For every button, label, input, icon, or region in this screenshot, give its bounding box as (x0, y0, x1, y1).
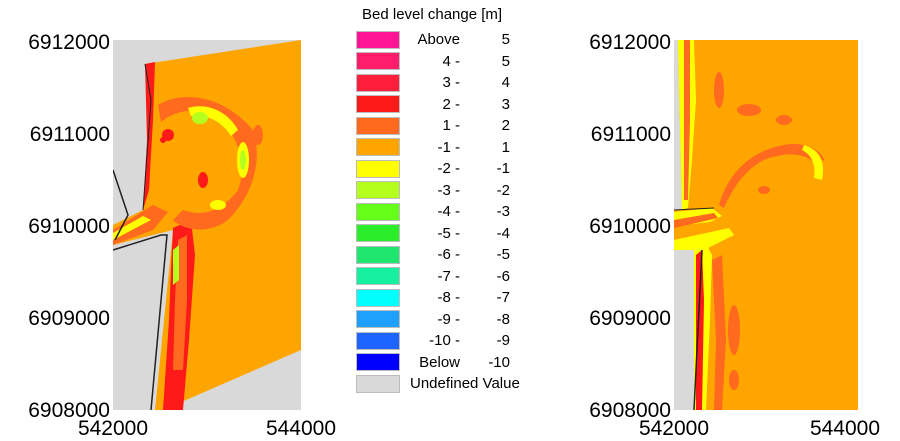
legend-range-low: 4 - (442, 52, 460, 70)
legend-range-low: -4 - (437, 203, 461, 221)
legend-swatch (356, 310, 400, 329)
legend-range-low: 1 - (442, 117, 460, 135)
legend-swatch (356, 288, 400, 307)
legend-row: 1 - 2 (356, 115, 566, 137)
legend-row: -1 - 1 (356, 137, 566, 159)
legend-swatch (356, 224, 400, 243)
legend-swatch (356, 73, 400, 92)
legend-row-undefined: Undefined Value (356, 373, 566, 395)
legend-range-high: 4 (501, 74, 510, 92)
left-y-tick: 6909000 (28, 307, 110, 330)
legend-range-high: 3 (501, 95, 510, 113)
legend-range-low: 2 - (442, 95, 460, 113)
legend-swatch (356, 138, 400, 157)
left-map-panel (113, 40, 301, 410)
legend-row: 3 - 4 (356, 72, 566, 94)
legend-row: -6 - -5 (356, 244, 566, 266)
right-x-tick: 542000 (638, 417, 710, 440)
legend-range-high: -10 (488, 353, 510, 371)
legend-swatch (356, 353, 400, 372)
left-y-tick: 6910000 (28, 215, 110, 238)
legend-row: -3 - -2 (356, 180, 566, 202)
legend-range-low: -6 - (437, 246, 461, 264)
legend-range-low: -3 - (437, 181, 461, 199)
legend-range-low: 3 - (442, 74, 460, 92)
legend-range-high: -5 (496, 246, 510, 264)
legend-range-low: Above (417, 31, 460, 49)
legend-range-low: -10 - (429, 332, 460, 350)
legend-range-low: -1 - (437, 138, 461, 156)
legend-range-low: -5 - (437, 224, 461, 242)
legend-range-low: -7 - (437, 267, 461, 285)
right-y-tick: 6908000 (589, 399, 671, 422)
legend-range-low: -2 - (437, 160, 461, 178)
legend-range-low: -9 - (437, 310, 461, 328)
left-y-tick: 6908000 (28, 399, 110, 422)
legend-range-high: -6 (496, 267, 510, 285)
legend-swatch (356, 245, 400, 264)
legend-range-high: 5 (501, 31, 510, 49)
right-map-plot (674, 40, 858, 410)
legend-row: 4 - 5 (356, 51, 566, 73)
right-map-panel (674, 40, 858, 410)
legend-range-high: -7 (496, 289, 510, 307)
right-x-tick: 544000 (809, 417, 881, 440)
legend-swatch (356, 116, 400, 135)
legend-row: Below -10 (356, 352, 566, 374)
legend-range-high: 2 (501, 117, 510, 135)
legend-swatch (356, 331, 400, 350)
legend-row: -8 - -7 (356, 287, 566, 309)
right-y-tick: 6909000 (589, 307, 671, 330)
legend-range-low: -8 - (437, 289, 461, 307)
legend-swatch-undefined (356, 374, 400, 393)
legend-range-high: -3 (496, 203, 510, 221)
legend-swatch (356, 202, 400, 221)
left-x-tick: 544000 (265, 417, 337, 440)
legend-row: Above 5 (356, 29, 566, 51)
legend-range-high: 5 (501, 52, 510, 70)
legend-swatch (356, 95, 400, 114)
legend-row: -5 - -4 (356, 223, 566, 245)
left-map-plot (113, 40, 301, 410)
legend-range-low: Below (419, 353, 460, 371)
legend-swatch (356, 52, 400, 71)
legend-row: -2 - -1 (356, 158, 566, 180)
left-x-tick: 542000 (77, 417, 149, 440)
right-y-tick: 6912000 (589, 31, 671, 54)
legend-swatch (356, 30, 400, 49)
legend-title: Bed level change [m] (362, 6, 503, 23)
legend-range-high: -8 (496, 310, 510, 328)
legend-swatch (356, 159, 400, 178)
right-y-tick: 6911000 (590, 123, 671, 146)
legend-range-high: -1 (496, 160, 510, 178)
right-y-tick: 6910000 (589, 215, 671, 238)
left-y-tick: 6911000 (29, 123, 110, 146)
legend-row: -7 - -6 (356, 266, 566, 288)
legend-row: -10 - -9 (356, 330, 566, 352)
legend-range-high: -4 (496, 224, 510, 242)
legend-swatch (356, 181, 400, 200)
legend-row: -4 - -3 (356, 201, 566, 223)
legend-range-high: 1 (501, 138, 510, 156)
legend-range-high: -2 (496, 181, 510, 199)
legend-row: -9 - -8 (356, 309, 566, 331)
legend-row: 2 - 3 (356, 94, 566, 116)
legend-range-high: -9 (496, 332, 510, 350)
legend-undefined-label: Undefined Value (410, 375, 520, 393)
left-y-tick: 6912000 (28, 31, 110, 54)
legend-swatch (356, 267, 400, 286)
